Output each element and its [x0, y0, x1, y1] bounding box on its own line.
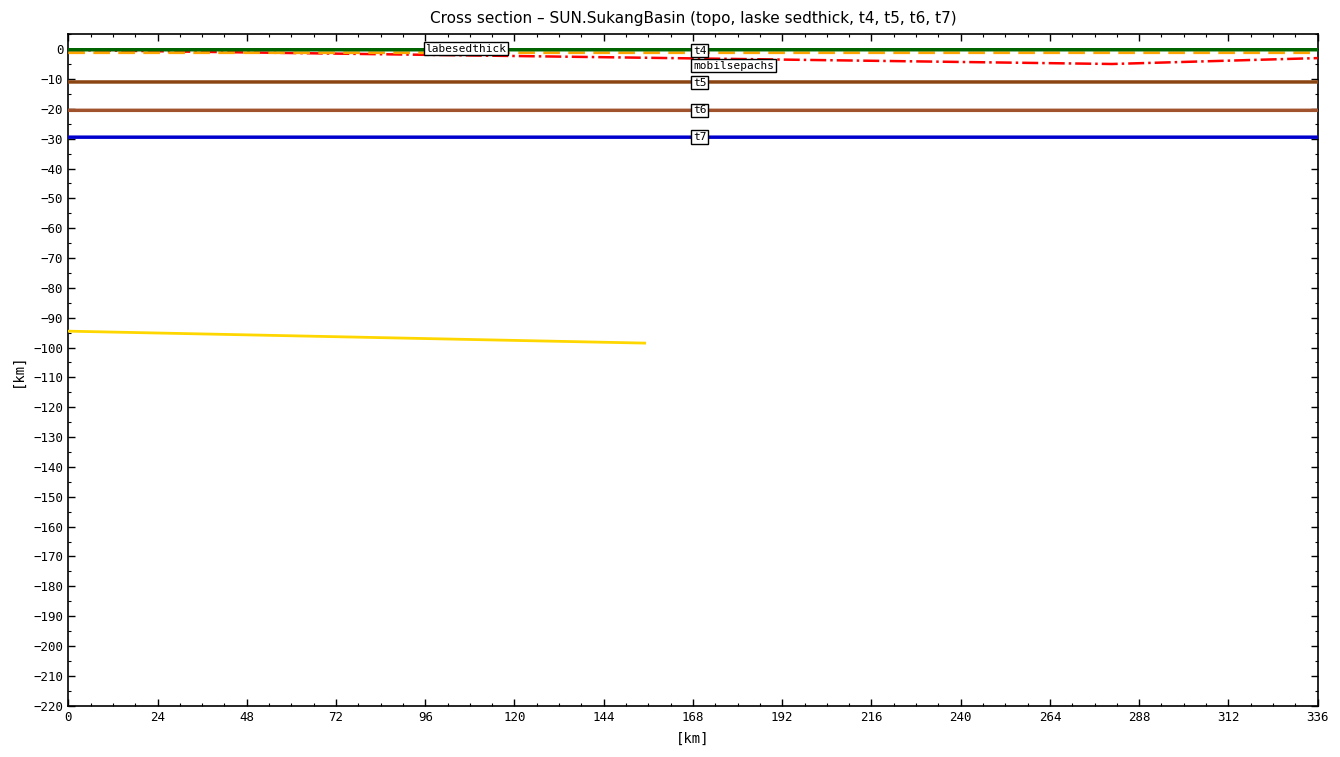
Y-axis label: [km]: [km]	[11, 354, 25, 387]
Text: t7: t7	[693, 132, 706, 142]
Text: labesedthick: labesedthick	[425, 44, 507, 54]
Text: t4: t4	[693, 45, 706, 55]
Text: t5: t5	[693, 77, 706, 88]
Title: Cross section – SUN.SukangBasin (topo, laske sedthick, t4, t5, t6, t7): Cross section – SUN.SukangBasin (topo, l…	[430, 11, 957, 26]
Text: t6: t6	[693, 105, 706, 115]
X-axis label: [km]: [km]	[677, 732, 710, 746]
Text: mobilsepachs: mobilsepachs	[693, 61, 775, 70]
